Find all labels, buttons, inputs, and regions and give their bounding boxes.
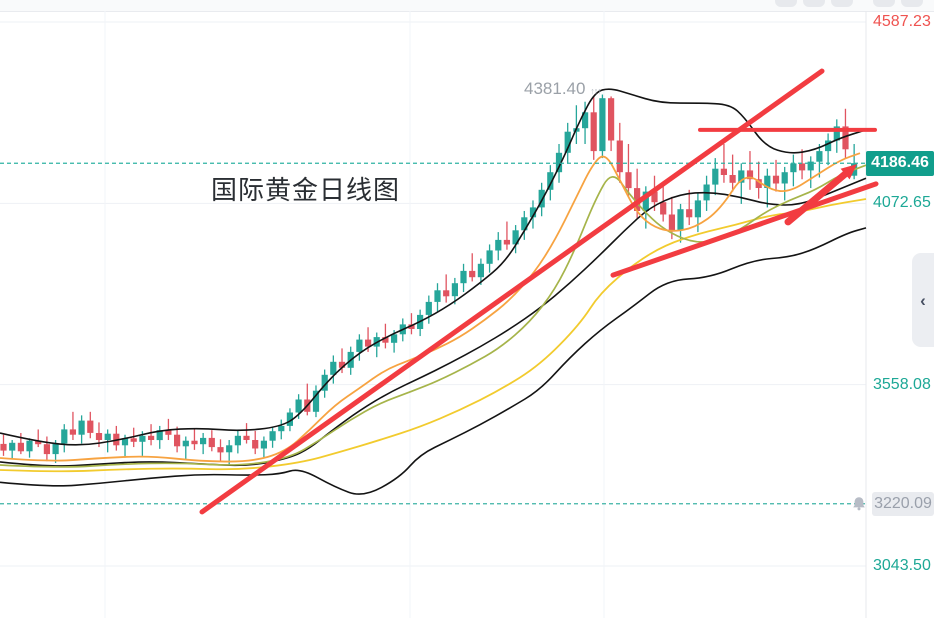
toolbar-button[interactable] xyxy=(803,0,825,7)
chevron-left-icon: ‹ xyxy=(920,290,926,310)
price-axis-label: 3558.08 xyxy=(873,375,931,393)
candles-layer xyxy=(0,94,858,465)
ma_fast-line xyxy=(0,152,861,463)
bollinger_lower-line xyxy=(0,227,867,495)
alert-bell-icon[interactable] xyxy=(850,495,868,513)
price-axis-label: 3043.50 xyxy=(873,557,931,574)
toolbar xyxy=(0,0,934,12)
arrow-head xyxy=(840,164,857,180)
toolbar-button[interactable] xyxy=(831,0,853,7)
indicator-lines xyxy=(0,88,867,495)
bullish-arrow xyxy=(784,166,854,226)
support-channel-line xyxy=(610,181,879,278)
peak-price-label: 4381.40 ↑↑↑ xyxy=(524,79,602,99)
ma_slow-line xyxy=(0,198,867,473)
peak-price-value: 4381.40 xyxy=(524,79,586,98)
toolbar-button[interactable] xyxy=(901,0,923,7)
panel-collapse-tab[interactable]: ‹ xyxy=(912,253,934,347)
chart-title: 国际黄金日线图 xyxy=(211,175,401,205)
toolbar-button[interactable] xyxy=(873,0,895,7)
drawing-annotations xyxy=(199,68,879,515)
toolbar-button[interactable] xyxy=(775,0,797,7)
price-axis-label: 4072.65 xyxy=(873,194,931,212)
price-axis-label: 4587.23 xyxy=(873,13,931,30)
peak-tick-marks-icon: ↑↑↑ xyxy=(590,86,601,96)
last-price-badge: 4186.46 xyxy=(866,150,934,176)
major-uptrend-line xyxy=(199,68,825,515)
bollinger_middle-line xyxy=(0,177,867,467)
alert-price-badge[interactable]: 3220.09 xyxy=(872,491,934,516)
bollinger_upper-line xyxy=(0,88,867,446)
